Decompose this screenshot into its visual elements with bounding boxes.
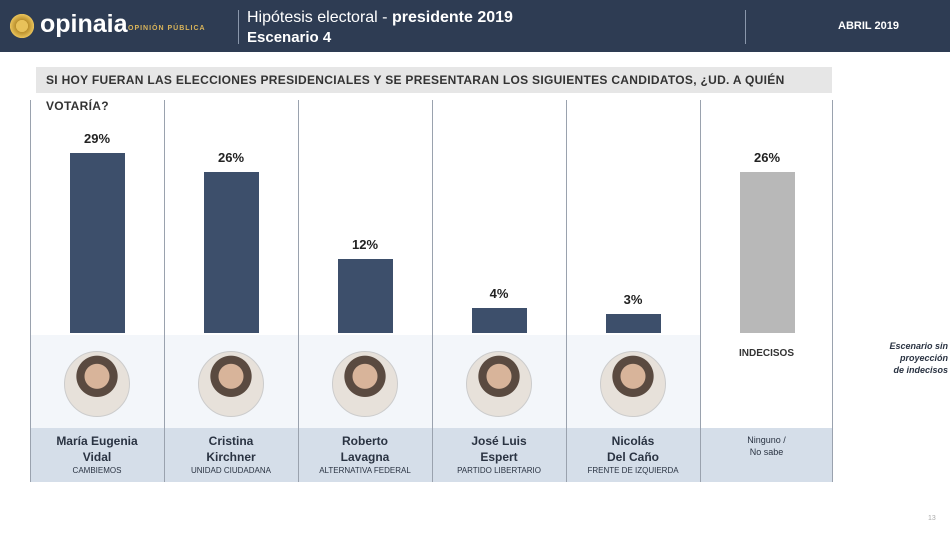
undecided-desc: Ninguno / No sabe xyxy=(700,434,833,458)
page-title: Hipótesis electoral - presidente 2019 xyxy=(247,9,513,27)
candidate-photo xyxy=(64,351,130,417)
last-name: Kirchner xyxy=(206,450,256,464)
data-label: 12% xyxy=(351,236,379,252)
candidate-name: Nicolás Del Caño FRENTE DE IZQUIERDA xyxy=(566,433,700,475)
candidate-name: José Luis Espert PARTIDO LIBERTARIO xyxy=(432,433,566,475)
brand-subtitle: OPINIÓN PÚBLICA xyxy=(128,25,206,32)
candidate-photo xyxy=(332,351,398,417)
last-name: Del Caño xyxy=(606,450,659,464)
date-label: ABRIL 2019 xyxy=(838,20,899,32)
bar xyxy=(606,314,661,333)
data-label: 26% xyxy=(753,149,781,165)
divider xyxy=(745,10,746,44)
page-number: 13 xyxy=(928,515,936,522)
divider xyxy=(238,10,239,44)
header: opinaia OPINIÓN PÚBLICA Hipótesis electo… xyxy=(0,0,950,52)
first-name: Roberto xyxy=(342,434,388,448)
last-name: Espert xyxy=(480,450,518,464)
undecided-label: INDECISOS xyxy=(738,348,794,359)
question-banner: SI HOY FUERAN LAS ELECCIONES PRESIDENCIA… xyxy=(36,67,832,113)
column-divider xyxy=(30,100,31,482)
candidate-photo xyxy=(198,351,264,417)
data-label: 26% xyxy=(217,149,245,165)
bar xyxy=(338,258,393,333)
bar xyxy=(740,171,795,333)
title-bold: presidente 2019 xyxy=(391,9,513,26)
party-name: FRENTE DE IZQUIERDA xyxy=(587,466,679,475)
last-name: Vidal xyxy=(82,450,112,464)
column-divider xyxy=(432,100,433,482)
data-label: 3% xyxy=(623,292,643,308)
bar xyxy=(472,308,527,333)
note-line: de indecisos xyxy=(893,365,948,375)
party-name: UNIDAD CIUDADANA xyxy=(190,466,271,475)
candidate-photo xyxy=(600,351,666,417)
party-name: CAMBIEMOS xyxy=(72,466,122,475)
note-line: Escenario sin xyxy=(889,341,948,351)
scenario-title: Escenario 4 xyxy=(247,29,332,46)
candidate-photo xyxy=(466,351,532,417)
column-divider xyxy=(298,100,299,482)
name-band xyxy=(30,428,833,482)
candidate-name: Roberto Lavagna ALTERNATIVA FEDERAL xyxy=(298,433,432,475)
opinaia-logo-icon xyxy=(8,12,36,40)
first-name: María Eugenia xyxy=(56,434,138,448)
candidate-name: María Eugenia Vidal CAMBIEMOS xyxy=(30,433,164,475)
last-name: Lavagna xyxy=(340,450,390,464)
first-name: José Luis xyxy=(471,434,527,448)
party-name: PARTIDO LIBERTARIO xyxy=(457,466,541,475)
brand-name: opinaia xyxy=(40,10,128,38)
data-label: 4% xyxy=(489,286,509,302)
first-name: Nicolás xyxy=(611,434,655,448)
undecided-line2: No sabe xyxy=(749,447,784,457)
note-line: proyección xyxy=(899,353,948,363)
data-label: 29% xyxy=(83,131,111,146)
column-divider xyxy=(566,100,567,482)
first-name: Cristina xyxy=(208,434,254,448)
party-name: ALTERNATIVA FEDERAL xyxy=(319,466,411,475)
bar xyxy=(70,153,125,333)
scenario-note: Escenario sin proyección de indecisos xyxy=(862,340,948,376)
undecided-line1: Ninguno / xyxy=(747,435,786,445)
column-divider xyxy=(832,100,833,482)
title-light: Hipótesis electoral - xyxy=(247,9,392,26)
column-divider xyxy=(164,100,165,482)
column-divider xyxy=(700,100,701,482)
bar xyxy=(204,171,259,333)
candidate-name: Cristina Kirchner UNIDAD CIUDADANA xyxy=(164,433,298,475)
